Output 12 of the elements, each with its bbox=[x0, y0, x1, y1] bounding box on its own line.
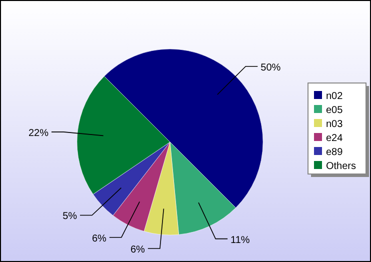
data-label: 50% bbox=[260, 62, 281, 74]
slice-label: n02 bbox=[326, 91, 344, 102]
data-label: 6% bbox=[130, 244, 146, 256]
legend-label: Others bbox=[326, 161, 356, 172]
data-label: 22% bbox=[28, 128, 49, 139]
data-label: 6% bbox=[92, 233, 107, 244]
legend-label: n03 bbox=[326, 119, 344, 130]
data-label: 11% bbox=[230, 234, 250, 246]
legend-label: e24 bbox=[326, 133, 344, 144]
legend-label: e89 bbox=[326, 147, 344, 158]
data-label: 5% bbox=[62, 211, 78, 222]
legend-label: e05 bbox=[326, 105, 344, 116]
